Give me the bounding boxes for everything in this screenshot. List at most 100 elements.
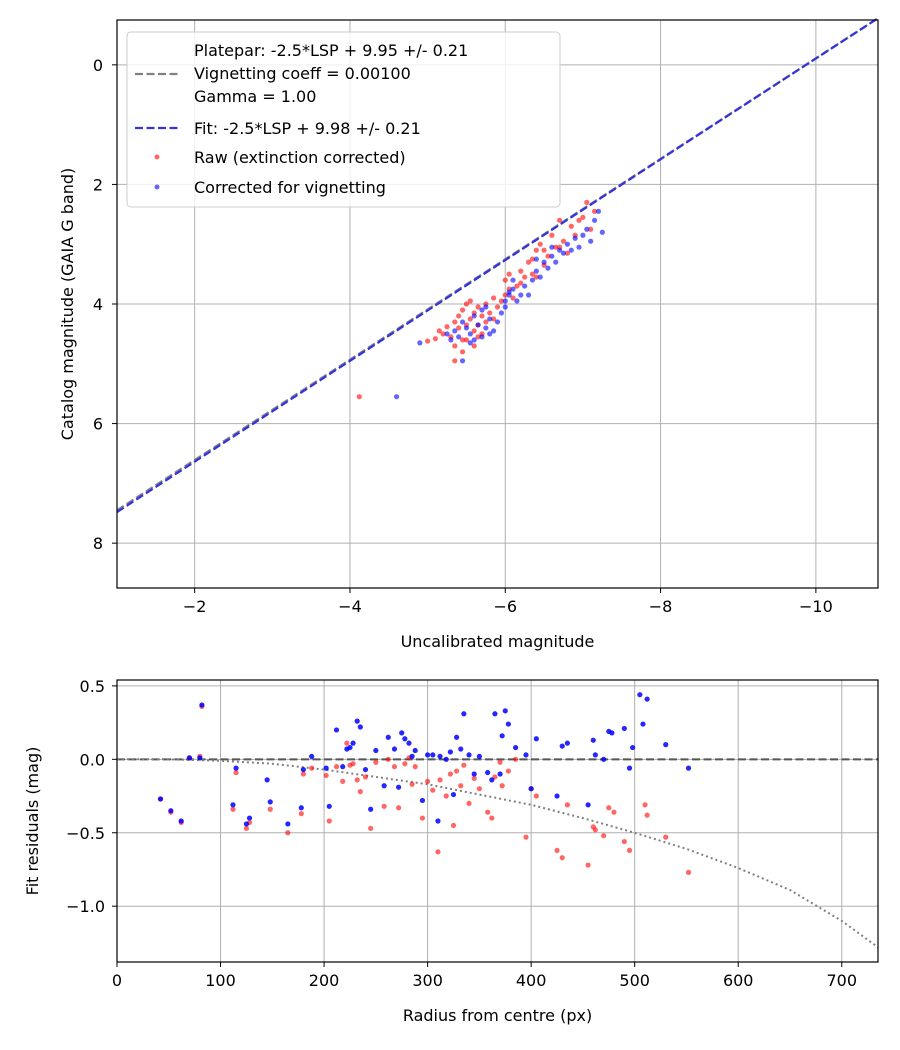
bottom-plot-frame <box>116 679 879 963</box>
data-point <box>197 755 203 761</box>
legend-raw-text: Raw (extinction corrected) <box>194 148 406 167</box>
data-point <box>663 834 669 840</box>
data-point <box>564 740 570 746</box>
data-point <box>621 725 627 732</box>
data-point <box>491 328 497 334</box>
bottom-x-ticks: 0 100 200 300 400 500 600 700 <box>112 962 857 990</box>
legend-platepar-text: Platepar: -2.5*LSP + 9.95 +/- 0.21 <box>194 41 468 60</box>
bottom-y-axis-label: Fit residuals (mag) <box>23 747 42 896</box>
data-point <box>489 815 495 821</box>
data-point <box>523 834 529 840</box>
legend-corrected-marker <box>154 184 160 190</box>
data-point <box>393 394 400 400</box>
data-point <box>157 796 164 802</box>
data-point <box>385 734 391 740</box>
data-point <box>344 740 350 746</box>
data-point <box>326 818 332 824</box>
data-point <box>644 696 650 702</box>
y-tick-label: 8 <box>93 534 103 553</box>
x-tick-label: −4 <box>338 597 362 616</box>
data-point <box>450 791 457 798</box>
x-tick-label: 300 <box>412 971 443 990</box>
legend-fit-text: Fit: -2.5*LSP + 9.98 +/- 0.21 <box>194 119 421 138</box>
data-point <box>545 265 551 271</box>
data-point <box>514 298 520 304</box>
data-point <box>505 721 511 727</box>
data-point <box>513 756 519 762</box>
data-point <box>333 764 340 770</box>
data-point <box>391 764 398 770</box>
data-point <box>456 325 462 331</box>
bottom-scatter-points <box>157 692 692 876</box>
data-point <box>409 781 415 787</box>
bottom-y-ticks: 0.5 0.0 −0.5 −1.0 <box>66 677 117 916</box>
data-point <box>362 774 369 780</box>
data-point <box>592 752 598 758</box>
data-point <box>475 322 481 328</box>
bottom-reference-lines <box>117 758 879 949</box>
data-point <box>505 768 511 774</box>
y-tick-label: 0 <box>93 56 103 75</box>
data-point <box>461 762 467 768</box>
x-tick-label: −6 <box>493 597 517 616</box>
data-point <box>626 765 633 771</box>
data-point <box>492 711 498 717</box>
data-point <box>246 815 253 821</box>
data-point <box>584 199 590 205</box>
data-point <box>285 821 291 827</box>
data-point <box>300 766 306 773</box>
data-point <box>471 313 477 319</box>
data-point <box>479 334 485 340</box>
data-point <box>456 334 462 340</box>
data-point <box>447 749 453 755</box>
data-point <box>626 847 633 853</box>
x-tick-label: 0 <box>112 971 122 990</box>
data-point <box>523 752 529 758</box>
data-point <box>483 319 489 325</box>
data-point <box>409 753 415 759</box>
data-point <box>450 822 457 829</box>
data-point <box>557 247 563 253</box>
data-point <box>549 244 555 250</box>
data-point <box>436 328 442 334</box>
data-point <box>354 718 360 724</box>
data-point <box>300 771 306 777</box>
top-y-axis-label: Catalog magnitude (GAIA G band) <box>58 168 77 440</box>
data-point <box>267 799 273 805</box>
data-point <box>518 280 524 286</box>
data-point <box>513 744 519 751</box>
data-point <box>580 232 586 238</box>
data-point <box>437 753 443 759</box>
data-point <box>502 277 508 283</box>
top-legend: Platepar: -2.5*LSP + 9.95 +/- 0.21 Vigne… <box>126 31 561 208</box>
top-x-ticks: −2 −4 −6 −8 −10 <box>183 588 833 616</box>
data-point <box>466 800 472 806</box>
data-point <box>553 244 559 250</box>
top-fit-lines <box>116 17 879 513</box>
data-point <box>199 702 205 708</box>
data-point <box>564 250 570 256</box>
data-point <box>525 292 532 298</box>
y-tick-label: 0.5 <box>80 677 105 696</box>
data-point <box>412 747 418 754</box>
data-point <box>475 334 481 340</box>
data-point <box>580 214 586 220</box>
data-point <box>456 313 462 319</box>
data-point <box>685 765 692 771</box>
data-point <box>585 802 591 808</box>
data-point <box>459 319 466 325</box>
data-point <box>588 226 594 232</box>
data-point <box>448 337 454 343</box>
data-point <box>568 223 574 229</box>
y-tick-label: −1.0 <box>66 897 105 916</box>
data-point <box>406 740 412 746</box>
data-point <box>497 759 503 765</box>
data-point <box>459 349 466 355</box>
data-point <box>356 394 362 400</box>
top-x-axis-label: Uncalibrated magnitude <box>401 632 595 651</box>
y-tick-label: 0.0 <box>80 750 105 769</box>
data-point <box>560 250 567 256</box>
x-tick-label: 400 <box>516 971 547 990</box>
data-point <box>467 316 473 322</box>
data-point <box>419 815 426 821</box>
